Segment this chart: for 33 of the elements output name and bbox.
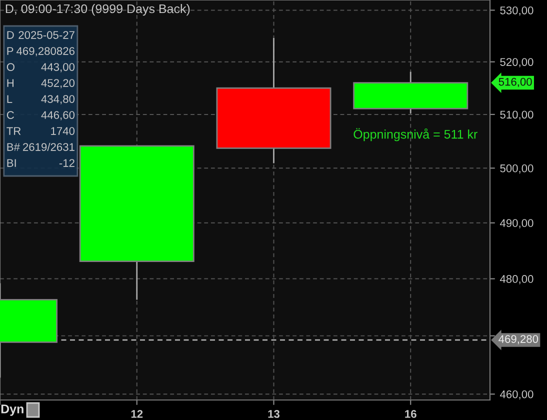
annotation: L	[7, 95, 12, 103]
annotation: P	[7, 47, 14, 55]
x-tick-label: 13	[268, 410, 280, 418]
annotation: BI	[7, 159, 16, 167]
text: 516,00	[498, 78, 532, 88]
annotation: C	[6, 111, 14, 119]
x-tick-label: 12	[131, 410, 143, 418]
annotation: H	[7, 79, 14, 87]
annotation: B#	[7, 143, 20, 151]
annotation: 469,280826	[16, 47, 74, 56]
annotation: D	[7, 31, 14, 39]
y-tick-label: 520,00	[500, 58, 534, 68]
annotation: TR	[6, 127, 21, 135]
annotation: 446,60	[41, 111, 75, 120]
y-tick-label: 500,00	[500, 164, 534, 174]
annotation: 2619/2631	[23, 142, 74, 151]
y-tick-label: 530,00	[500, 6, 534, 16]
y-tick-label: 510,00	[500, 110, 534, 120]
annotation: Öppningsnivå = 511 kr	[354, 128, 478, 142]
y-tick-label: 490,00	[500, 219, 534, 228]
annotation: 1740	[51, 127, 75, 135]
annotation: 2025-05-27	[18, 31, 74, 39]
annotation: 434,80	[41, 95, 75, 104]
y-tick-label: 480,00	[500, 275, 534, 284]
annotation: O	[6, 63, 14, 71]
annotation: 443,00	[41, 63, 75, 72]
x-tick-label: 16	[405, 410, 416, 418]
annotation: 452,20	[41, 79, 75, 88]
ref-line-label: 469,280	[498, 335, 538, 344]
annotation: -12	[59, 159, 74, 167]
text: Dyn	[1, 404, 24, 416]
y-tick-label: 460,00	[500, 390, 534, 400]
chart-title: D, 09:00-17:30 (9999 Days Back)	[6, 4, 190, 16]
